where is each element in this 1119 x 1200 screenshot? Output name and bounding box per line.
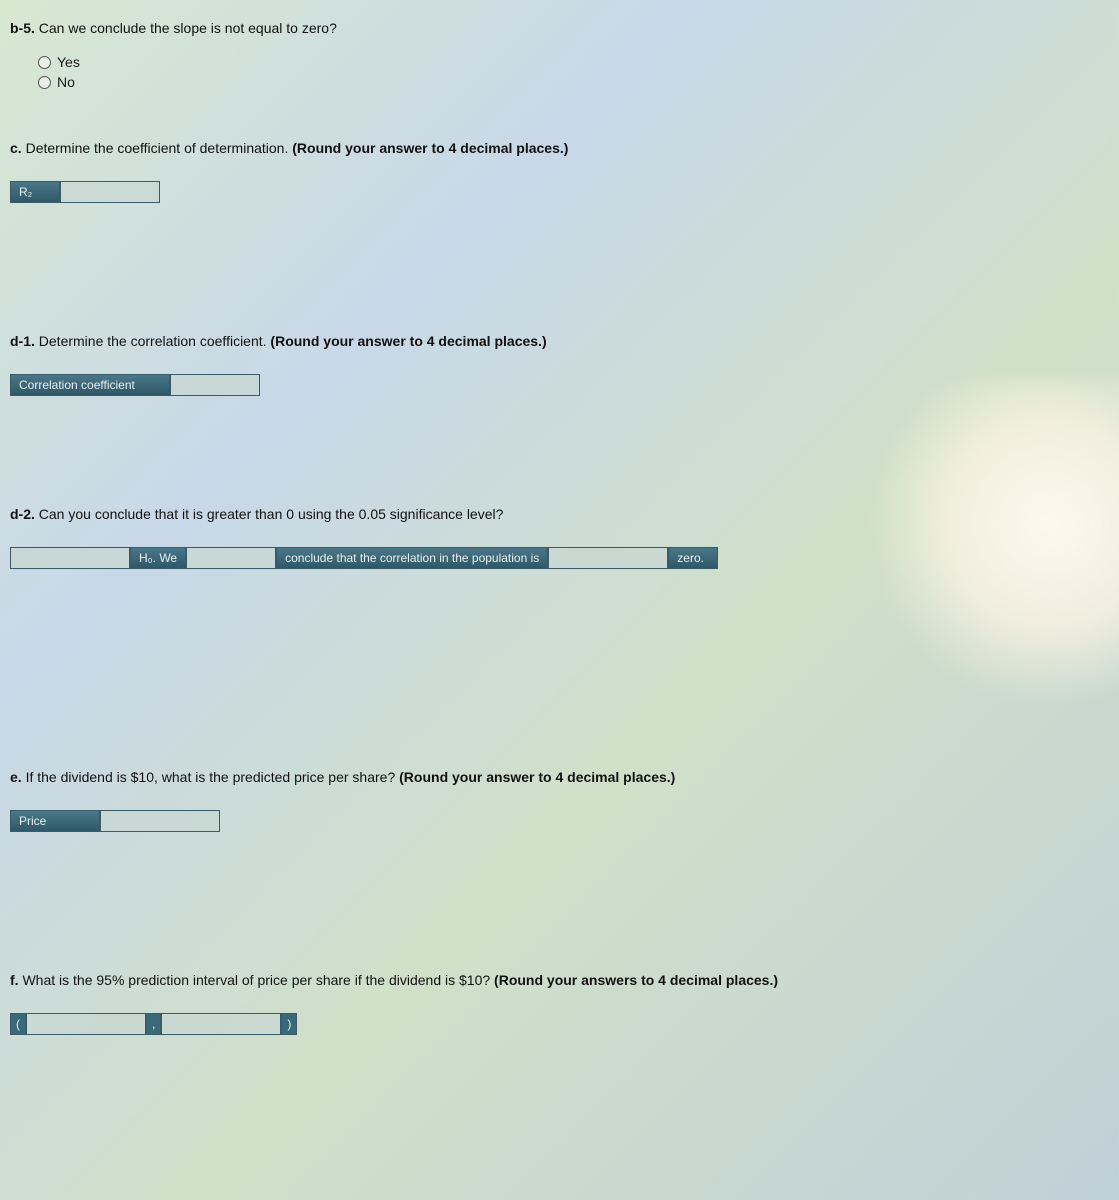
prompt-prefix: b-5. bbox=[10, 20, 35, 36]
prompt-text: Determine the coefficient of determinati… bbox=[22, 140, 293, 156]
input-d2-reject[interactable] bbox=[10, 547, 130, 569]
seg-zero: zero. bbox=[668, 547, 718, 569]
input-interval-low[interactable] bbox=[26, 1013, 146, 1035]
label-price: Price bbox=[10, 810, 100, 832]
input-corr[interactable] bbox=[170, 374, 260, 396]
prompt-prefix: f. bbox=[10, 972, 19, 988]
radio-no[interactable] bbox=[38, 76, 51, 89]
comma-sep: , bbox=[146, 1013, 161, 1035]
input-price[interactable] bbox=[100, 810, 220, 832]
prompt-text: If the dividend is $10, what is the pred… bbox=[22, 769, 399, 785]
question-d2: d-2. Can you conclude that it is greater… bbox=[10, 506, 1109, 569]
question-d1: d-1. Determine the correlation coefficie… bbox=[10, 333, 1109, 396]
answer-row-c: R₂ bbox=[10, 181, 1109, 203]
prompt-text: What is the 95% prediction interval of p… bbox=[19, 972, 494, 988]
option-yes-label: Yes bbox=[57, 54, 80, 70]
prompt-bold: (Round your answers to 4 decimal places.… bbox=[494, 972, 778, 988]
prompt-text: Can you conclude that it is greater than… bbox=[35, 506, 504, 522]
prompt-b5: b-5. Can we conclude the slope is not eq… bbox=[10, 20, 1109, 36]
prompt-prefix: d-1. bbox=[10, 333, 35, 349]
input-d2-can[interactable] bbox=[186, 547, 276, 569]
label-corr: Correlation coefficient bbox=[10, 374, 170, 396]
question-e: e. If the dividend is $10, what is the p… bbox=[10, 769, 1109, 832]
prompt-text: Can we conclude the slope is not equal t… bbox=[35, 20, 337, 36]
prompt-text: Determine the correlation coefficient. bbox=[35, 333, 271, 349]
prompt-e: e. If the dividend is $10, what is the p… bbox=[10, 769, 1109, 785]
label-r2: R₂ bbox=[10, 181, 60, 203]
prompt-prefix: c. bbox=[10, 140, 22, 156]
prompt-d2: d-2. Can you conclude that it is greater… bbox=[10, 506, 1109, 522]
prompt-prefix: d-2. bbox=[10, 506, 35, 522]
prompt-d1: d-1. Determine the correlation coefficie… bbox=[10, 333, 1109, 349]
input-d2-relation[interactable] bbox=[548, 547, 668, 569]
question-b5: b-5. Can we conclude the slope is not eq… bbox=[10, 20, 1109, 90]
close-paren: ) bbox=[281, 1013, 297, 1035]
answer-row-d1: Correlation coefficient bbox=[10, 374, 1109, 396]
prompt-bold: (Round your answer to 4 decimal places.) bbox=[270, 333, 546, 349]
seg-conclude: conclude that the correlation in the pop… bbox=[276, 547, 548, 569]
prompt-f: f. What is the 95% prediction interval o… bbox=[10, 972, 1109, 988]
options-b5: Yes No bbox=[38, 54, 1109, 90]
radio-yes[interactable] bbox=[38, 56, 51, 69]
question-f: f. What is the 95% prediction interval o… bbox=[10, 972, 1109, 1035]
answer-row-f: ( , ) bbox=[10, 1013, 1109, 1035]
question-c: c. Determine the coefficient of determin… bbox=[10, 140, 1109, 203]
open-paren: ( bbox=[10, 1013, 26, 1035]
input-interval-high[interactable] bbox=[161, 1013, 281, 1035]
seg-h0: H₀. We bbox=[130, 547, 186, 569]
prompt-bold: (Round your answer to 4 decimal places.) bbox=[399, 769, 675, 785]
option-no-row[interactable]: No bbox=[38, 74, 1109, 90]
option-no-label: No bbox=[57, 74, 75, 90]
input-r2[interactable] bbox=[60, 181, 160, 203]
option-yes-row[interactable]: Yes bbox=[38, 54, 1109, 70]
answer-row-d2: H₀. We conclude that the correlation in … bbox=[10, 547, 1109, 569]
answer-row-e: Price bbox=[10, 810, 1109, 832]
prompt-bold: (Round your answer to 4 decimal places.) bbox=[292, 140, 568, 156]
prompt-prefix: e. bbox=[10, 769, 22, 785]
prompt-c: c. Determine the coefficient of determin… bbox=[10, 140, 1109, 156]
